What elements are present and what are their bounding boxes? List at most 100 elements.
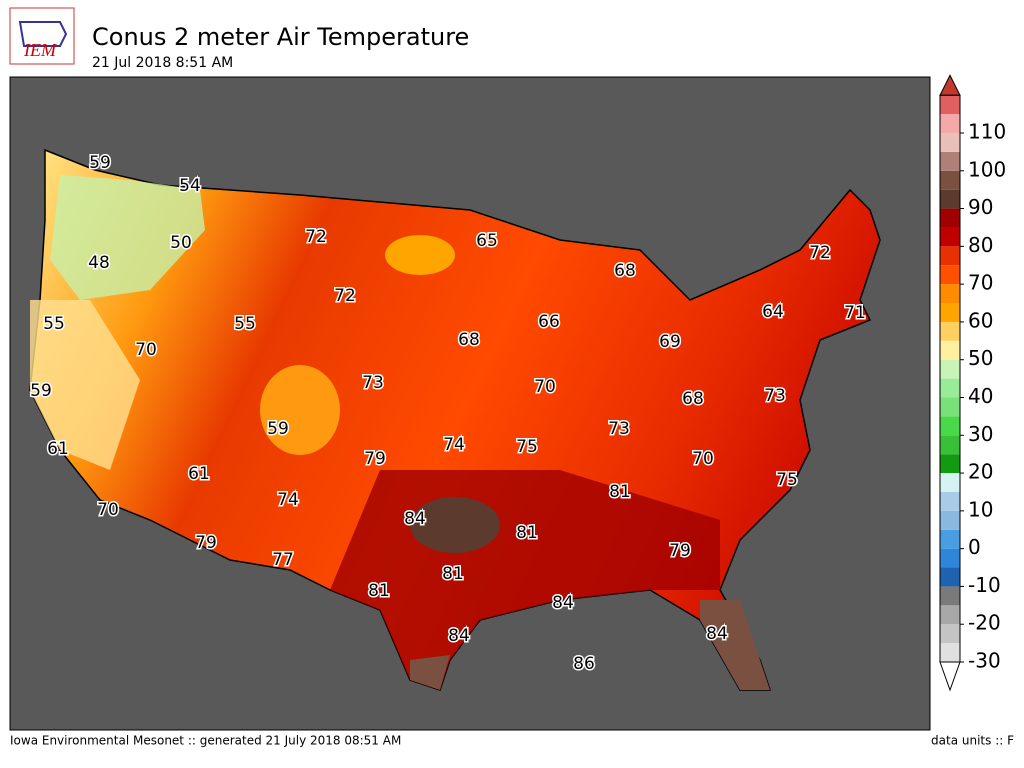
contour-label: 79 <box>364 449 386 469</box>
colorbar-tick-label: 10 <box>968 497 993 521</box>
colorbar-tick-label: -30 <box>968 649 1001 673</box>
contour-label: 84 <box>448 626 470 646</box>
colorbar-bin <box>940 548 960 568</box>
contour-label: 70 <box>135 340 157 360</box>
colorbar-bin <box>940 265 960 285</box>
contour-label: 59 <box>267 419 289 439</box>
contour-label: 73 <box>608 419 630 439</box>
contour-label: 84 <box>552 593 574 613</box>
colorbar-tick-label: 40 <box>968 384 993 408</box>
colorbar-bin <box>940 454 960 474</box>
colorbar-bin <box>940 151 960 171</box>
colorbar-tick-label: 100 <box>968 157 1006 181</box>
contour-label: 66 <box>538 312 560 332</box>
credit: Iowa Environmental Mesonet :: generated … <box>10 734 401 748</box>
contour-label: 72 <box>334 286 356 306</box>
colorbar-bin <box>940 246 960 266</box>
contour-label: 73 <box>764 386 786 406</box>
colorbar-tick-label: -10 <box>968 573 1001 597</box>
contour-labels: 59 54 50 48 55 70 59 61 70 72 72 55 65 68 66 68 64 71 72 69… <box>29 152 868 676</box>
colorbar-bin <box>940 586 960 606</box>
contour-label: 74 <box>277 490 299 510</box>
cool-region <box>50 175 205 300</box>
contour-label: 48 <box>88 253 110 273</box>
colorbar-bin <box>940 643 960 662</box>
colorbar-bin <box>940 303 960 322</box>
warm-spot <box>385 235 455 275</box>
colorbar-bin <box>940 491 960 511</box>
colorbar-bin <box>940 114 960 133</box>
title: Conus 2 meter Air Temperature <box>92 23 469 51</box>
colorbar-bin <box>940 378 960 398</box>
colorbar-tick-label: 80 <box>968 233 993 257</box>
contour-label: 81 <box>442 564 464 584</box>
contour-label: 70 <box>692 449 714 469</box>
logo: IEM <box>9 7 75 65</box>
colorbar-bin <box>940 473 960 492</box>
contour-label: 81 <box>368 581 390 601</box>
colorbar-tick-label: -20 <box>968 611 1001 635</box>
colorbar-frame <box>939 94 961 663</box>
contour-label: 70 <box>534 377 556 397</box>
colorbar-under <box>939 661 961 692</box>
colorbar-bin <box>940 416 960 436</box>
colorbar-tick-label: 60 <box>968 308 993 332</box>
hot-core <box>410 655 450 690</box>
warm-spot <box>260 365 340 455</box>
contour-label: 68 <box>614 261 636 281</box>
contour-label: 54 <box>179 176 201 196</box>
contour-label: 50 <box>170 233 192 253</box>
contour-label: 59 <box>30 381 52 401</box>
contour-label: 69 <box>659 332 681 352</box>
colorbar-bin <box>940 567 960 587</box>
colorbar: -30 -20 -10 0 10 20 30 40 50 60 70 80 90 100 110 <box>939 74 1006 692</box>
contour-label: 75 <box>516 437 538 457</box>
contour-label: 86 <box>573 654 595 674</box>
contour-label: 84 <box>706 624 728 644</box>
colorbar-tick-label: 110 <box>968 120 1006 144</box>
colorbar-bin <box>940 284 960 304</box>
colorbar-bin <box>940 95 960 115</box>
colorbar-bin <box>940 529 960 549</box>
contour-label: 65 <box>476 231 498 251</box>
colorbar-bin <box>940 510 960 530</box>
colorbar-tick-label: 50 <box>968 346 993 370</box>
colorbar-bin <box>940 435 960 455</box>
contour-label: 64 <box>762 302 784 322</box>
contour-label: 79 <box>195 533 217 553</box>
colorbar-bin <box>940 189 960 209</box>
colorbar-bin <box>940 605 960 625</box>
contour-label: 68 <box>458 330 480 350</box>
colorbar-tick-label: 90 <box>968 195 993 219</box>
contour-label: 55 <box>43 314 65 334</box>
colorbar-tick-label: 0 <box>968 535 981 559</box>
colorbar-bin <box>940 340 960 360</box>
hot-core <box>700 600 770 690</box>
contour-label: 73 <box>362 373 384 393</box>
units: data units :: F <box>931 734 1014 748</box>
colorbar-bin <box>940 624 960 644</box>
colorbar-bin <box>940 170 960 190</box>
cool-region <box>30 300 140 470</box>
colorbar-bin <box>940 208 960 228</box>
colorbar-over <box>939 74 961 96</box>
contour-label: 74 <box>443 435 465 455</box>
contour-label: 84 <box>404 509 426 529</box>
contour-label: 75 <box>776 470 798 490</box>
colorbar-bin <box>940 227 960 247</box>
colorbar-tick-label: 30 <box>968 422 993 446</box>
colorbar-tick-label: 20 <box>968 460 993 484</box>
logo-text: IEM <box>23 40 57 60</box>
colorbar-bin <box>940 133 960 152</box>
contour-label: 79 <box>669 541 691 561</box>
hot-core <box>410 497 500 553</box>
colorbar-tick-label: 70 <box>968 271 993 295</box>
colorbar-bin <box>940 321 960 341</box>
contour-label: 77 <box>272 550 294 570</box>
contour-label: 71 <box>844 303 866 323</box>
colorbar-bin <box>940 359 960 379</box>
contour-label: 61 <box>47 439 69 459</box>
timestamp: 21 Jul 2018 8:51 AM <box>92 55 233 71</box>
contour-label: 70 <box>97 500 119 520</box>
